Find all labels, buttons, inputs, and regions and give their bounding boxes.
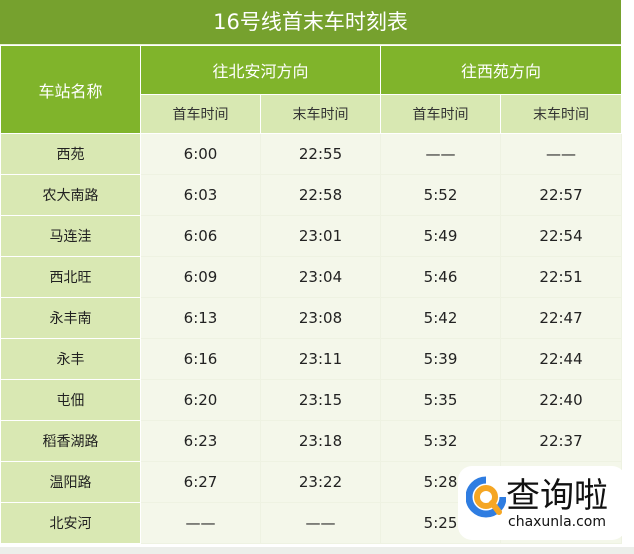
header-first-train: 首车时间 xyxy=(380,94,502,134)
station-name: 稻香湖路 xyxy=(0,420,141,462)
station-name: 温阳路 xyxy=(0,461,141,503)
table-row: 永丰 6:16 23:11 5:39 22:44 xyxy=(0,338,623,380)
watermark-domain: chaxunla.com xyxy=(508,514,606,530)
first-train-xiyuan: 5:46 xyxy=(380,256,502,298)
first-train-xiyuan: 5:32 xyxy=(380,420,502,462)
first-train-beianhe: 6:13 xyxy=(140,297,261,339)
last-train-beianhe: 23:15 xyxy=(259,379,382,421)
table-title: 16号线首末车时刻表 xyxy=(0,0,621,45)
timetable: 16号线首末车时刻表 车站名称 往北安河方向 往西苑方向 首车时间 末车时间 首… xyxy=(0,0,623,544)
last-train-xiyuan: 22:54 xyxy=(500,215,623,257)
first-train-beianhe: 6:09 xyxy=(140,256,261,298)
last-train-xiyuan: 22:47 xyxy=(500,297,623,339)
watermark-text: 查询啦 xyxy=(506,476,608,516)
first-train-xiyuan: 5:35 xyxy=(380,379,502,421)
magnifier-logo-icon xyxy=(466,476,506,518)
station-name: 屯佃 xyxy=(0,379,141,421)
first-train-beianhe: 6:03 xyxy=(140,174,261,216)
header-direction-xiyuan: 往西苑方向 xyxy=(380,45,623,95)
last-train-xiyuan: 22:51 xyxy=(500,256,623,298)
table-row: 稻香湖路 6:23 23:18 5:32 22:37 xyxy=(0,420,623,462)
first-train-beianhe: 6:16 xyxy=(140,338,261,380)
table-row: 永丰南 6:13 23:08 5:42 22:47 xyxy=(0,297,623,339)
station-name: 西苑 xyxy=(0,133,141,175)
last-train-beianhe: 22:55 xyxy=(259,133,382,175)
table-row: 屯佃 6:20 23:15 5:35 22:40 xyxy=(0,379,623,421)
header-direction-beianhe: 往北安河方向 xyxy=(139,45,382,95)
first-train-xiyuan: 5:42 xyxy=(380,297,502,339)
station-name: 马连洼 xyxy=(0,215,141,257)
last-train-beianhe: 23:01 xyxy=(259,215,382,257)
first-train-xiyuan: 5:52 xyxy=(380,174,502,216)
schedule-table: 车站名称 往北安河方向 往西苑方向 首车时间 末车时间 首车时间 末车时间 西苑… xyxy=(0,45,623,544)
last-train-beianhe: —— xyxy=(259,502,382,544)
footer-bar xyxy=(0,547,634,554)
watermark: 查询啦 chaxunla.com xyxy=(458,466,626,540)
station-name: 西北旺 xyxy=(0,256,141,298)
station-name: 永丰 xyxy=(0,338,141,380)
first-train-beianhe: 6:27 xyxy=(140,461,261,503)
header-first-train: 首车时间 xyxy=(140,94,261,134)
last-train-xiyuan: —— xyxy=(500,133,623,175)
last-train-xiyuan: 22:40 xyxy=(500,379,623,421)
header-last-train: 末车时间 xyxy=(500,94,623,134)
first-train-beianhe: 6:23 xyxy=(140,420,261,462)
first-train-xiyuan: 5:39 xyxy=(380,338,502,380)
last-train-beianhe: 23:11 xyxy=(259,338,382,380)
header-last-train: 末车时间 xyxy=(259,94,382,134)
last-train-beianhe: 23:22 xyxy=(259,461,382,503)
last-train-xiyuan: 22:37 xyxy=(500,420,623,462)
last-train-beianhe: 23:18 xyxy=(259,420,382,462)
station-name: 农大南路 xyxy=(0,174,141,216)
last-train-beianhe: 23:08 xyxy=(259,297,382,339)
table-row: 马连洼 6:06 23:01 5:49 22:54 xyxy=(0,215,623,257)
table-row: 农大南路 6:03 22:58 5:52 22:57 xyxy=(0,174,623,216)
station-name: 永丰南 xyxy=(0,297,141,339)
last-train-xiyuan: 22:44 xyxy=(500,338,623,380)
first-train-beianhe: —— xyxy=(140,502,261,544)
table-row: 西苑 6:00 22:55 —— —— xyxy=(0,133,623,175)
last-train-beianhe: 23:04 xyxy=(259,256,382,298)
last-train-xiyuan: 22:57 xyxy=(500,174,623,216)
header-station: 车站名称 xyxy=(0,45,141,134)
station-name: 北安河 xyxy=(0,502,141,544)
last-train-beianhe: 22:58 xyxy=(259,174,382,216)
first-train-beianhe: 6:00 xyxy=(140,133,261,175)
first-train-beianhe: 6:20 xyxy=(140,379,261,421)
first-train-xiyuan: —— xyxy=(380,133,502,175)
first-train-xiyuan: 5:49 xyxy=(380,215,502,257)
first-train-beianhe: 6:06 xyxy=(140,215,261,257)
table-row: 西北旺 6:09 23:04 5:46 22:51 xyxy=(0,256,623,298)
